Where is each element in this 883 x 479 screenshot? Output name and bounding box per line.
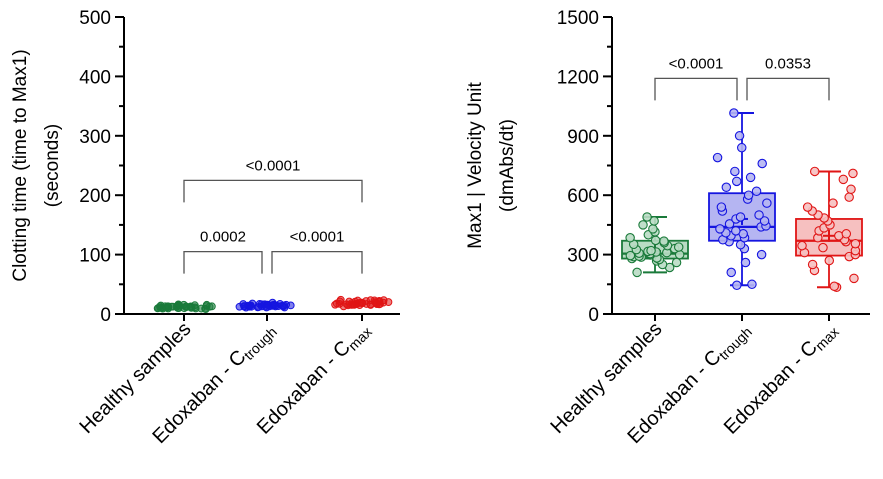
significance-bracket (183, 250, 263, 274)
data-point (286, 301, 295, 310)
data-point (731, 226, 741, 236)
y-tick-label: 100 (79, 246, 111, 267)
data-point (638, 220, 648, 230)
data-point (370, 296, 379, 305)
data-point (247, 302, 256, 311)
significance-bracket (271, 250, 363, 274)
y-tick-label: 300 (567, 246, 599, 267)
y-tick-label: 1200 (557, 67, 599, 88)
y-tick-label: 0 (588, 305, 599, 326)
significance-bracket (654, 77, 738, 101)
data-point (729, 108, 739, 118)
data-point (849, 273, 859, 284)
significance-bracket (746, 77, 830, 101)
data-point (734, 131, 745, 141)
data-point (262, 303, 271, 312)
data-point (735, 212, 746, 222)
y-tick-label: 400 (79, 67, 111, 88)
data-point (838, 174, 849, 185)
data-point (848, 168, 858, 179)
data-point (809, 166, 820, 177)
data-point (632, 267, 642, 278)
data-point (164, 304, 173, 313)
data-point (712, 152, 723, 163)
data-point (715, 224, 725, 234)
data-point (841, 229, 852, 239)
data-point (824, 255, 835, 266)
y-tick-label: 900 (567, 127, 599, 148)
data-point (642, 212, 652, 222)
data-point (650, 235, 661, 246)
data-point (757, 158, 767, 169)
data-point (649, 216, 659, 226)
y-tick-label: 200 (79, 186, 111, 207)
data-point (850, 238, 861, 249)
y-tick-label: 300 (79, 127, 111, 148)
y-tick-label: 0 (100, 305, 111, 326)
velocity-panel: 0 300 600 900 1200 1500 Max1 | Velocity Unit (d… (465, 8, 870, 448)
y-axis-title: (seconds) (42, 124, 63, 207)
y-axis-title: Clotting time (time to Max1) (10, 49, 31, 281)
data-point (732, 280, 742, 291)
p-value-label: 0.0353 (765, 55, 811, 72)
y-tick-label: 1500 (557, 8, 599, 29)
data-point (345, 297, 354, 306)
data-point (743, 190, 754, 200)
data-point (279, 302, 288, 311)
y-tick-label: 600 (567, 186, 599, 207)
clotting-time-panel: 0 100 200 300 400 500 Clotting time (time to M… (10, 8, 400, 448)
data-point (740, 257, 751, 268)
y-axis-title: Max1 | Velocity Unit (465, 82, 486, 249)
data-point (182, 303, 190, 312)
data-point (731, 176, 742, 187)
data-point (829, 281, 840, 292)
data-point (625, 250, 636, 261)
p-value-label: 0.0002 (200, 229, 246, 246)
data-point (205, 302, 214, 311)
data-point (756, 249, 767, 260)
data-point (745, 172, 756, 183)
data-point (716, 202, 727, 212)
data-point (648, 224, 658, 234)
data-point (625, 233, 635, 243)
data-point (358, 298, 367, 307)
p-value-label: <0.0001 (290, 229, 345, 246)
data-point (174, 304, 183, 313)
data-point (818, 242, 828, 253)
data-point (730, 166, 740, 177)
data-point (797, 240, 807, 251)
data-point (759, 216, 770, 226)
data-point (270, 300, 279, 309)
data-point (844, 192, 854, 202)
data-point (156, 303, 165, 312)
data-point (673, 242, 684, 252)
data-point (828, 198, 838, 208)
data-point (726, 267, 736, 278)
data-point (659, 236, 669, 246)
y-axis-title: (dmAbs/dt) (497, 119, 518, 212)
data-point (724, 219, 735, 229)
data-point (846, 184, 856, 195)
data-point (802, 202, 813, 212)
significance-bracket (183, 179, 363, 203)
data-point (747, 279, 757, 290)
data-point (254, 303, 263, 311)
p-value-label: <0.0001 (246, 157, 301, 174)
data-point (721, 182, 732, 193)
data-point (754, 210, 764, 220)
data-point (807, 259, 818, 270)
data-point (735, 239, 746, 250)
data-point (736, 142, 747, 153)
data-point (762, 198, 772, 208)
data-point (751, 186, 762, 196)
data-point (671, 257, 682, 268)
p-value-label: <0.0001 (669, 55, 724, 72)
data-point (646, 245, 656, 256)
data-point (332, 299, 341, 308)
data-point (240, 302, 249, 310)
y-tick-label: 500 (79, 8, 111, 29)
